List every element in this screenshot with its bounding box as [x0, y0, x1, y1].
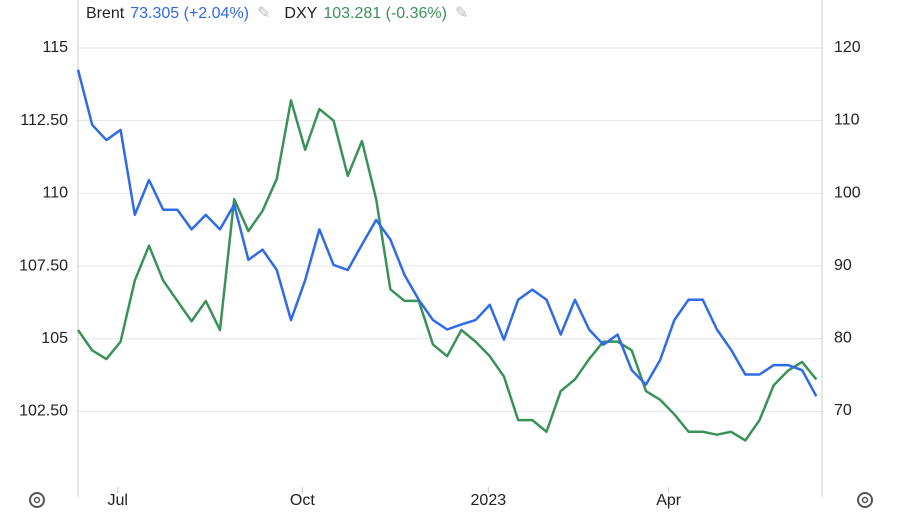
- x-tick-label: Apr: [656, 492, 682, 509]
- legend: Brent 73.305 (+2.04%) ✎ DXY 103.281 (-0.36%)…: [86, 5, 468, 22]
- y-tick-label: 112.50: [20, 112, 68, 129]
- series-line: [76, 69, 818, 397]
- y-tick-label: 110: [42, 185, 68, 202]
- y2-tick-label: 120: [834, 39, 861, 56]
- y2-tick-label: 110: [834, 112, 860, 129]
- x-tick-label: Oct: [290, 492, 315, 509]
- y2-tick-label: 70: [834, 402, 852, 419]
- legend-edit: ✎: [455, 5, 468, 22]
- series-line: [76, 99, 818, 442]
- gear-hub: [861, 496, 869, 504]
- gear-icon: [29, 492, 45, 508]
- legend-value: 103.281 (-0.36%): [323, 5, 447, 22]
- y-tick-label: 107.50: [19, 257, 68, 274]
- gear-icon: [857, 492, 873, 508]
- y2-tick-label: 90: [834, 257, 852, 274]
- y2-tick-label: 80: [834, 329, 852, 346]
- y-tick-label: 115: [42, 39, 68, 56]
- gear-hub: [33, 496, 41, 504]
- settings-right[interactable]: [857, 492, 873, 508]
- x-tick-label: 2023: [471, 492, 507, 509]
- legend-value: 73.305 (+2.04%): [130, 5, 249, 22]
- legend-name[interactable]: Brent: [86, 5, 125, 22]
- y-tick-label: 102.50: [19, 403, 68, 420]
- legend-name[interactable]: DXY: [284, 5, 317, 22]
- legend-edit: ✎: [257, 5, 270, 22]
- settings-left[interactable]: [29, 492, 45, 508]
- y2-tick-label: 100: [834, 184, 861, 201]
- y-tick-label: 105: [41, 330, 68, 347]
- x-tick-label: Jul: [108, 492, 128, 509]
